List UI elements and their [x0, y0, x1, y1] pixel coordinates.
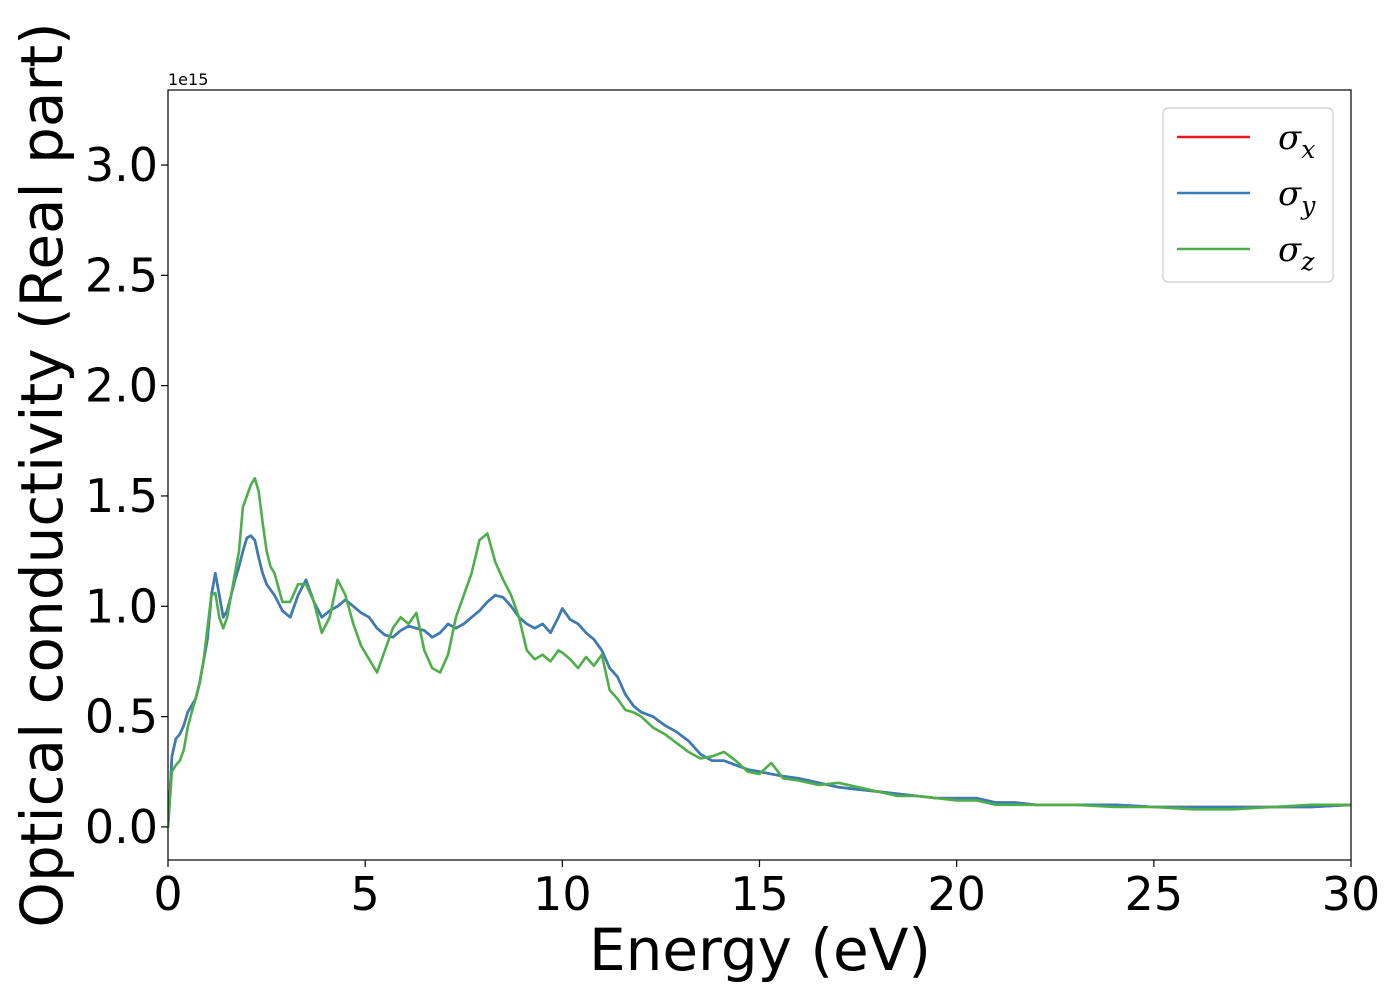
x-tick-label: 30 — [1322, 867, 1381, 921]
y-tick-label: 2.0 — [85, 359, 158, 413]
series-line-x — [168, 534, 1351, 829]
x-tick-label: 15 — [730, 867, 789, 921]
x-axis-ticks: 0 5 10 15 20 25 30 — [153, 860, 1380, 921]
x-tick-label: 20 — [927, 867, 986, 921]
x-tick-label: 5 — [351, 867, 380, 921]
y-tick-label: 0.5 — [85, 690, 158, 744]
y-tick-label: 0.0 — [85, 800, 158, 854]
y-axis-ticks: 0.0 0.5 1.0 1.5 2.0 2.5 3.0 — [85, 138, 168, 854]
x-tick-label: 0 — [153, 867, 182, 921]
y-tick-label: 2.5 — [85, 248, 158, 302]
y-tick-label: 1.0 — [85, 579, 158, 633]
y-tick-label: 3.0 — [85, 138, 158, 192]
y-offset-label: 1e15 — [168, 70, 208, 89]
y-tick-label: 1.5 — [85, 469, 158, 523]
series-line-z — [168, 477, 1351, 829]
y-axis-title: Optical conductivity (Real part) — [8, 22, 76, 927]
x-tick-label: 10 — [533, 867, 592, 921]
series-layer — [168, 477, 1351, 829]
legend-box — [1162, 107, 1334, 283]
series-line-y — [168, 534, 1351, 829]
x-axis-title: Energy (eV) — [589, 916, 931, 984]
x-tick-label: 25 — [1125, 867, 1184, 921]
